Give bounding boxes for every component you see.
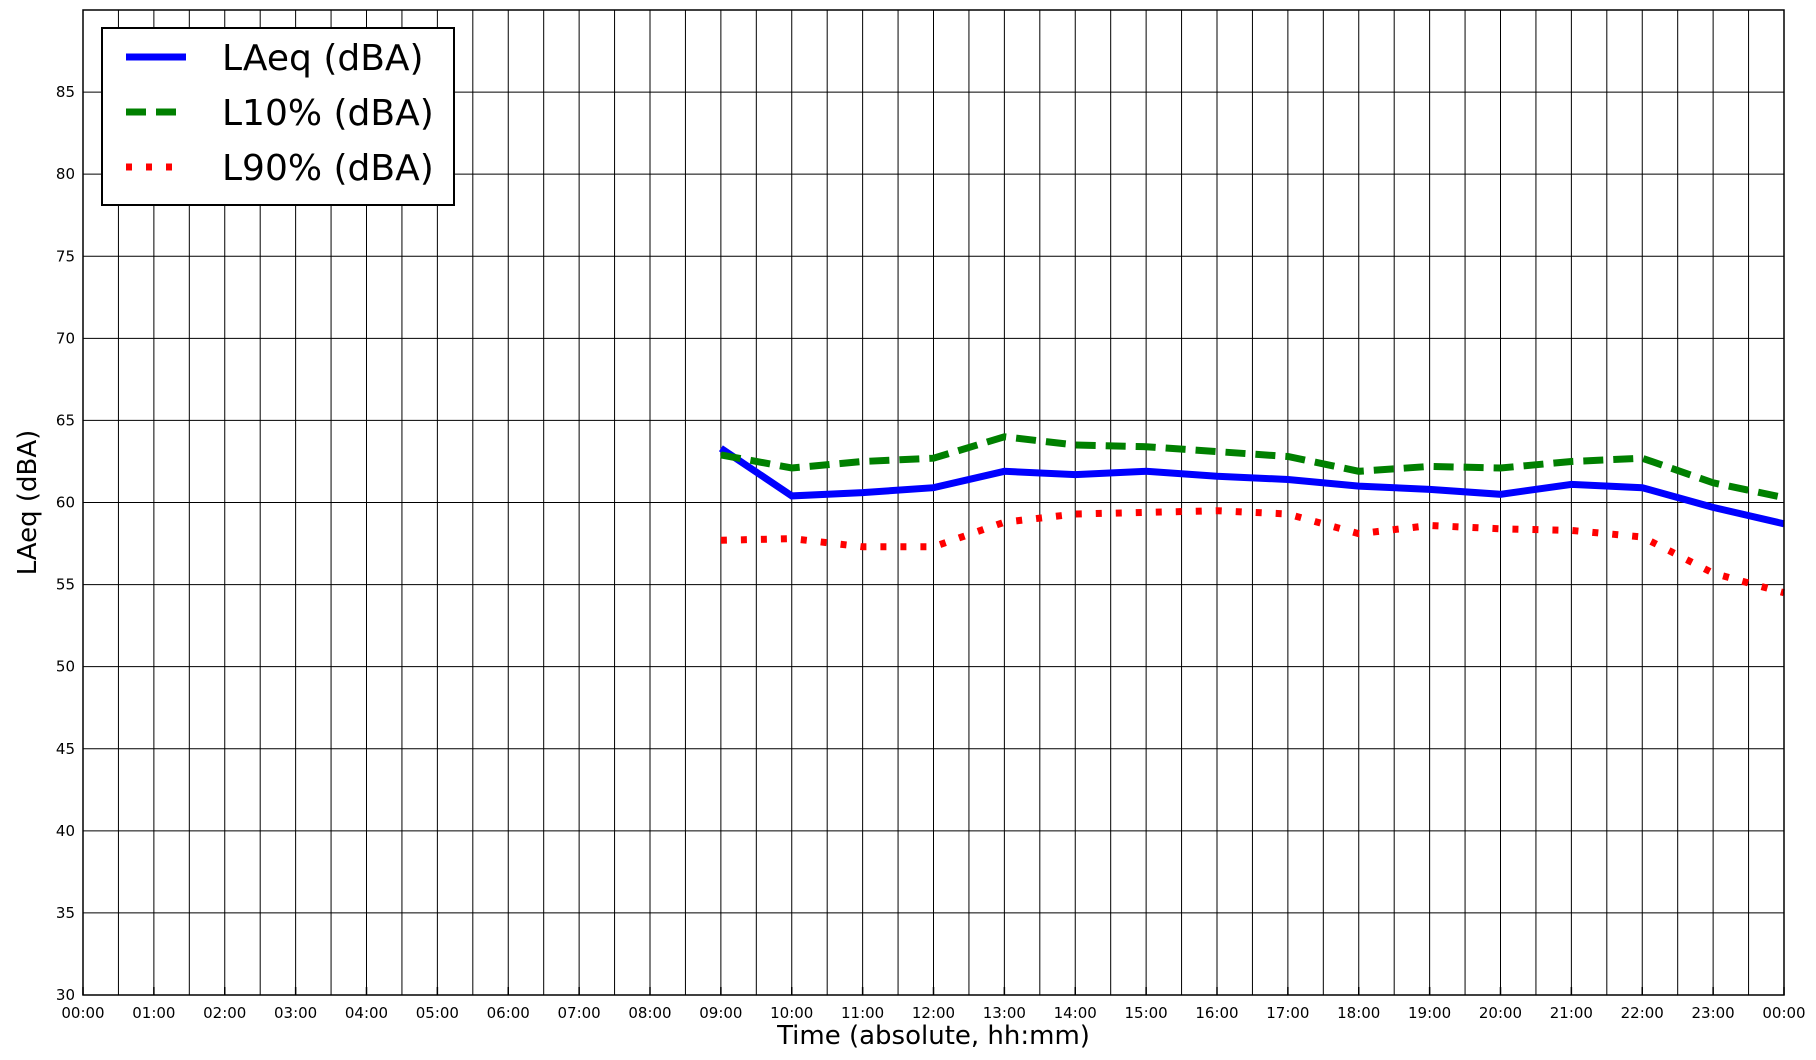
x-tick-label: 11:00 (841, 1004, 884, 1022)
x-tick-label: 10:00 (770, 1004, 813, 1022)
x-tick-label: 04:00 (345, 1004, 388, 1022)
legend-label: L10% (dBA) (222, 93, 434, 134)
x-tick-label: 08:00 (628, 1004, 671, 1022)
x-tick-label: 14:00 (1054, 1004, 1097, 1022)
x-tick-label: 17:00 (1266, 1004, 1309, 1022)
series-lines (718, 433, 1785, 597)
x-tick-label: 13:00 (983, 1004, 1026, 1022)
x-tick-label: 07:00 (558, 1004, 601, 1022)
y-tick-label: 80 (56, 165, 75, 183)
y-tick-label: 85 (56, 83, 75, 101)
y-tick-label: 40 (56, 822, 75, 840)
x-tick-label: 18:00 (1337, 1004, 1380, 1022)
x-tick-label: 01:00 (132, 1004, 175, 1022)
x-tick-label: 02:00 (203, 1004, 246, 1022)
legend-label: LAeq (dBA) (222, 38, 424, 79)
y-tick-label: 75 (56, 247, 75, 265)
y-tick-label: 35 (56, 904, 75, 922)
y-tick-label: 30 (56, 986, 75, 1004)
x-tick-label: 06:00 (487, 1004, 530, 1022)
x-tick-label: 19:00 (1408, 1004, 1451, 1022)
y-axis-label: LAeq (dBA) (13, 430, 43, 576)
y-tick-label: 65 (56, 411, 75, 429)
x-axis-label: Time (absolute, hh:mm) (776, 1021, 1090, 1051)
y-tick-label: 45 (56, 740, 75, 758)
x-tick-label: 00:00 (61, 1004, 104, 1022)
x-tick-label: 20:00 (1479, 1004, 1522, 1022)
x-tick-label: 22:00 (1621, 1004, 1664, 1022)
x-tick-label: 21:00 (1550, 1004, 1593, 1022)
x-tick-label: 15:00 (1125, 1004, 1168, 1022)
x-tick-label: 05:00 (416, 1004, 459, 1022)
x-tick-label: 00:00 (1762, 1004, 1805, 1022)
legend: LAeq (dBA) L10% (dBA) L90% (dBA) (101, 27, 455, 206)
x-tick-label: 23:00 (1692, 1004, 1735, 1022)
y-tick-label: 55 (56, 576, 75, 594)
y-tick-label: 70 (56, 329, 75, 347)
legend-label: L90% (dBA) (222, 148, 434, 189)
x-tick-label: 03:00 (274, 1004, 317, 1022)
x-tick-label: 12:00 (912, 1004, 955, 1022)
x-tick-labels: 00:00 01:00 02:00 03:00 04:00 05:00 06:00 07:00… (61, 987, 1806, 1022)
series-line-laeq-dba (718, 445, 1785, 528)
y-tick-label: 60 (56, 494, 75, 512)
y-tick-label: 50 (56, 658, 75, 676)
x-tick-label: 16:00 (1195, 1004, 1238, 1022)
y-tick-labels: 30 35 40 45 50 55 60 65 70 75 80 85 (56, 83, 75, 1004)
x-tick-label: 09:00 (699, 1004, 742, 1022)
